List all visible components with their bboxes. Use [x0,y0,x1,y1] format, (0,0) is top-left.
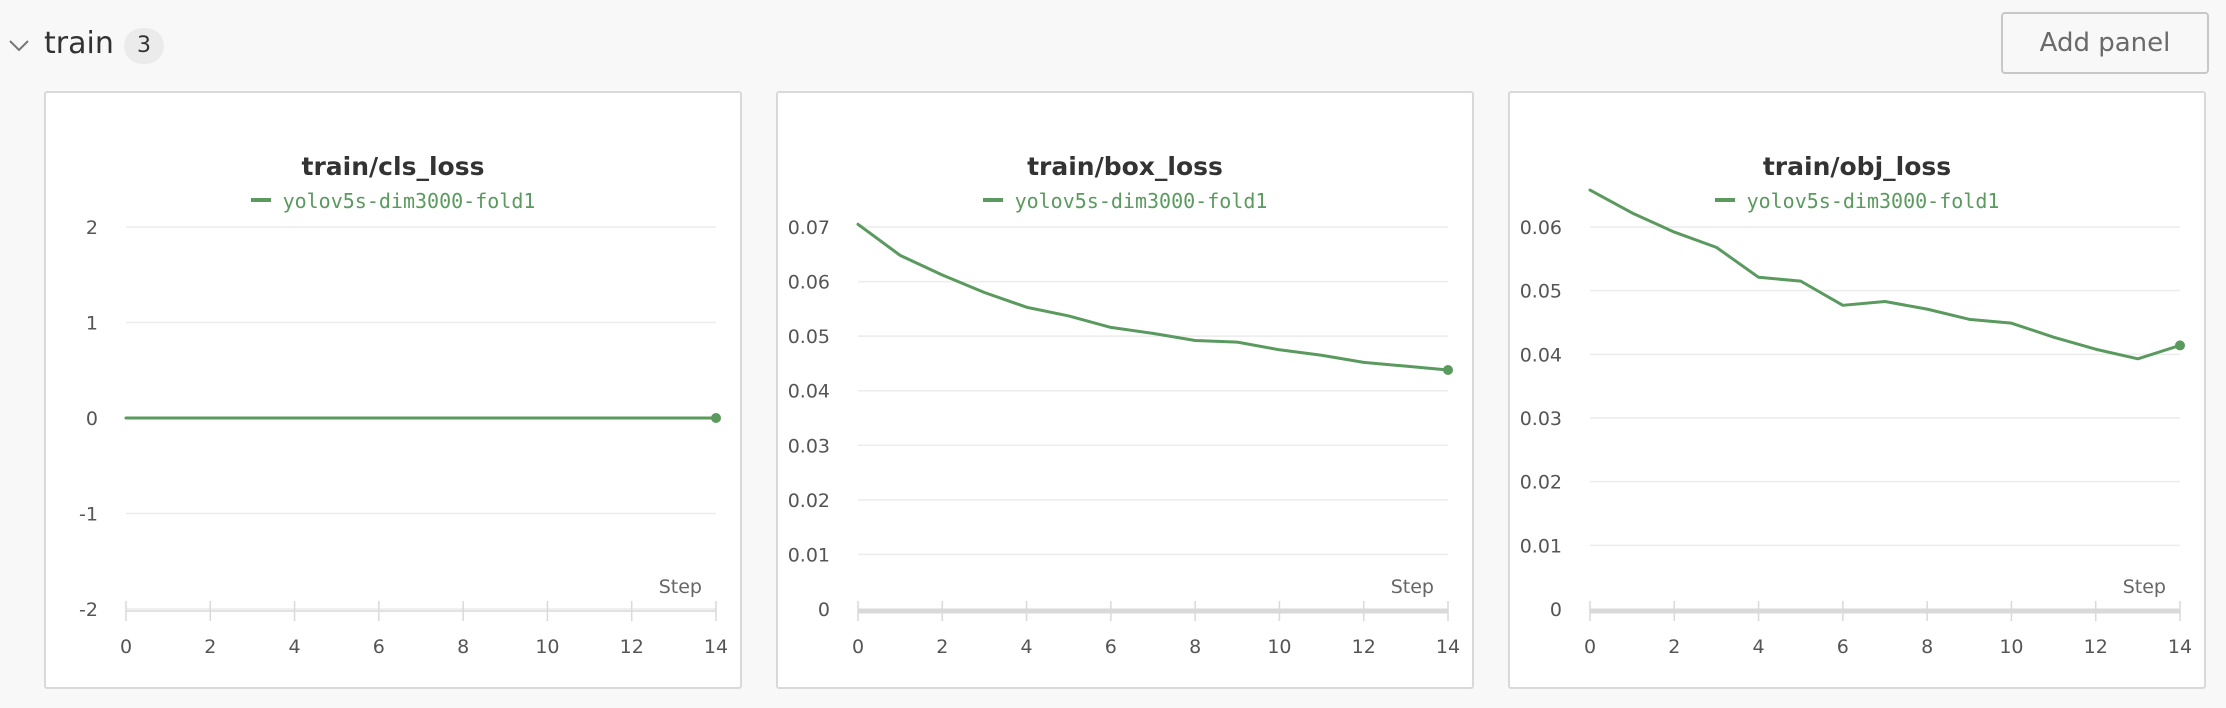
panel-count-badge: 3 [124,28,164,64]
x-tick-label: 14 [704,636,728,658]
y-tick-label: -2 [79,599,98,621]
x-tick-label: 0 [852,636,864,658]
chart-obj-loss: train/obj_loss yolov5s-dim3000-fold1 0 0.01… [1520,152,2192,658]
series-endpoint[interactable] [711,413,721,423]
chart-panel-cls-loss[interactable]: train/cls_loss yolov5s-dim3000-fold1 -2 -1 0… [44,91,742,689]
chart-title: train/box_loss [1027,152,1223,181]
y-tick-label: 2 [86,217,98,239]
x-tick-label: 8 [1189,636,1201,658]
x-tick-label: 4 [289,636,301,658]
series-line[interactable] [856,222,1450,372]
y-tick-label: 0 [1550,599,1562,621]
x-tick-label: 8 [1921,636,1933,658]
chart-panel-obj-loss[interactable]: train/obj_loss yolov5s-dim3000-fold1 0 0.01… [1508,91,2206,689]
x-tick-label: 6 [1837,636,1849,658]
y-tick-label: 1 [86,313,98,335]
series-endpoint[interactable] [1443,364,1453,375]
y-tick-label: 0.06 [788,272,830,294]
x-axis-label: Step [2123,576,2166,598]
chart-title: train/obj_loss [1763,152,1951,181]
chart-legend[interactable]: yolov5s-dim3000-fold1 [1715,189,1999,213]
y-tick-label: 0.07 [788,217,830,239]
y-tick-label: 0.03 [788,435,830,457]
chart-title: train/cls_loss [302,152,485,181]
y-tick-label: 0.04 [1520,344,1562,366]
series-endpoint[interactable] [2175,340,2185,351]
x-tick-label: 0 [1584,636,1596,658]
x-tick-label: 12 [1352,636,1376,658]
y-tick-label: -1 [79,504,98,526]
chart-cls-loss: train/cls_loss yolov5s-dim3000-fold1 -2 -1 0… [79,152,728,658]
y-tick-label: 0.03 [1520,408,1562,430]
y-tick-label: 0.05 [1520,281,1562,303]
chevron-down-icon[interactable] [8,34,30,56]
y-tick-label: 0 [818,599,830,621]
y-tick-label: 0.05 [788,326,830,348]
x-axis-label: Step [1391,576,1434,598]
x-tick-label: 2 [1668,636,1680,658]
section-title[interactable]: train [44,26,114,61]
x-tick-label: 10 [1267,636,1291,658]
y-tick-label: 0.02 [1520,472,1562,494]
x-axis-label: Step [659,576,702,598]
y-tick-label: 0 [86,408,98,430]
x-tick-label: 14 [1436,636,1460,658]
legend-label: yolov5s-dim3000-fold1 [1747,189,2000,213]
legend-label: yolov5s-dim3000-fold1 [1015,189,1268,213]
x-tick-label: 4 [1021,636,1033,658]
legend-label: yolov5s-dim3000-fold1 [283,189,536,213]
chart-legend[interactable]: yolov5s-dim3000-fold1 [983,189,1267,213]
x-tick-label: 2 [204,636,216,658]
x-tick-label: 6 [1105,636,1117,658]
x-tick-label: 6 [373,636,385,658]
x-tick-label: 14 [2168,636,2192,658]
x-tick-label: 10 [535,636,559,658]
x-tick-label: 10 [1999,636,2023,658]
x-tick-label: 4 [1753,636,1765,658]
series-line[interactable] [1588,188,2182,361]
x-tick-label: 12 [2084,636,2108,658]
chart-panel-box-loss[interactable]: train/box_loss yolov5s-dim3000-fold1 0 0.01… [776,91,1474,689]
y-tick-label: 0.01 [1520,535,1562,557]
chart-legend[interactable]: yolov5s-dim3000-fold1 [251,189,535,213]
section-header: train 3 Add panel [0,0,2226,90]
x-tick-label: 8 [457,636,469,658]
x-tick-label: 0 [120,636,132,658]
y-tick-label: 0.04 [788,381,830,403]
y-tick-label: 0.06 [1520,217,1562,239]
y-tick-label: 0.02 [788,490,830,512]
x-tick-label: 2 [936,636,948,658]
x-tick-label: 12 [620,636,644,658]
chart-box-loss: train/box_loss yolov5s-dim3000-fold1 0 0.01… [788,152,1460,658]
add-panel-button[interactable]: Add panel [2001,12,2209,74]
y-tick-label: 0.01 [788,544,830,566]
